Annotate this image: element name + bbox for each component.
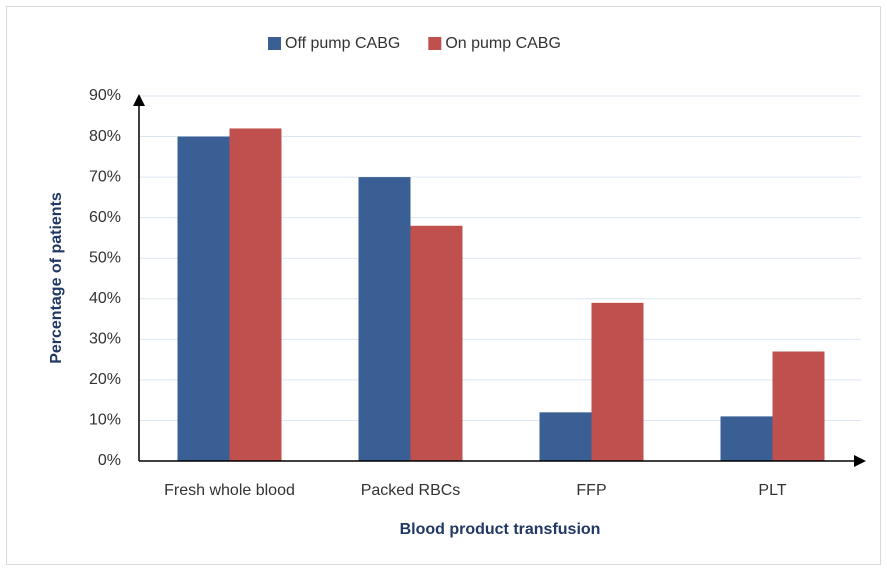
y-tick-label: 90% (89, 87, 121, 104)
bar (410, 225, 463, 461)
y-tick-label: 10% (89, 412, 121, 429)
legend-label: On pump CABG (445, 35, 561, 52)
bar (358, 177, 411, 461)
y-tick-label: 60% (89, 209, 121, 226)
x-tick-label: FFP (576, 482, 606, 499)
legend-label: Off pump CABG (285, 35, 400, 52)
y-tick-label: 80% (89, 128, 121, 145)
bar (772, 351, 825, 461)
y-axis-arrow (133, 94, 145, 106)
bar (591, 302, 644, 461)
y-axis-title: Percentage of patients (48, 192, 65, 364)
x-tick-label: Packed RBCs (361, 482, 461, 499)
x-axis-arrow (854, 455, 866, 467)
x-axis-title: Blood product transfusion (400, 521, 601, 538)
y-tick-label: 40% (89, 290, 121, 307)
y-tick-label: 50% (89, 249, 121, 266)
x-tick-label: PLT (758, 482, 786, 499)
legend-swatch (268, 37, 281, 50)
y-tick-label: 20% (89, 371, 121, 388)
y-tick-label: 30% (89, 331, 121, 348)
y-tick-label: 0% (98, 452, 121, 469)
y-tick-label: 70% (89, 168, 121, 185)
x-tick-label: Fresh whole blood (164, 482, 295, 499)
bar (720, 416, 773, 461)
bar (177, 136, 230, 462)
bar (539, 412, 592, 461)
bar (229, 128, 282, 461)
legend-swatch (428, 37, 442, 50)
